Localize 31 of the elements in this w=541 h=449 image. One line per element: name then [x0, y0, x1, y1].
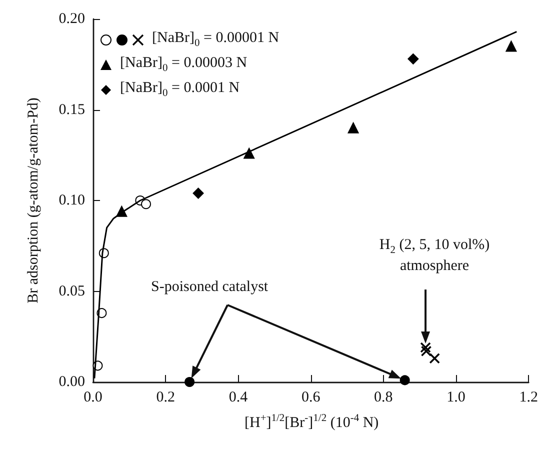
point	[192, 188, 204, 199]
y-axis-title: Br adsorption (g-atom/g-atom-Pd)	[26, 98, 42, 304]
x-tick-label: 0.4	[228, 390, 248, 406]
legend-label: [NaBr]$_{0}$ = 0.0001 N	[120, 78, 240, 100]
point	[429, 353, 440, 364]
text: [H$^{+}$]$^{1/2}$[Br$^{-}$]$^{1/2}$ (10$^{-4}$ N)	[244, 413, 379, 431]
point	[420, 342, 431, 353]
legend-label: [NaBr]$_{0}$ = 0.00003 N	[120, 54, 248, 76]
line-series	[94, 30, 518, 380]
point	[244, 148, 255, 159]
point	[420, 346, 432, 357]
legend-label: [NaBr]$_{0}$ = 0.00001 N	[152, 28, 280, 50]
x-tick-label: 0.6	[301, 390, 321, 406]
point	[506, 40, 517, 52]
x-tick-label: 0.2	[156, 390, 175, 406]
point	[348, 122, 359, 134]
annotation: S-poisoned catalyst	[150, 278, 270, 297]
y-tick-label: 0.00	[58, 374, 85, 390]
y-tick-label: 0.15	[58, 102, 85, 118]
x-tick-label: 0.0	[84, 390, 102, 406]
point	[400, 375, 410, 386]
point	[141, 199, 151, 210]
x-tick-label: 1.0	[446, 390, 466, 406]
y-tick-label: 0.20	[58, 11, 85, 27]
x-tick-label: 1.2	[519, 390, 538, 406]
point	[408, 53, 419, 64]
point	[184, 377, 195, 387]
y-tick-label: 0.10	[58, 192, 85, 208]
y-tick-label: 0.05	[58, 283, 85, 300]
annotation: H$_{2}$ (2, 5, 10 vol%) atmosphere	[378, 236, 491, 276]
x-tick-label: 0.8	[374, 390, 393, 406]
